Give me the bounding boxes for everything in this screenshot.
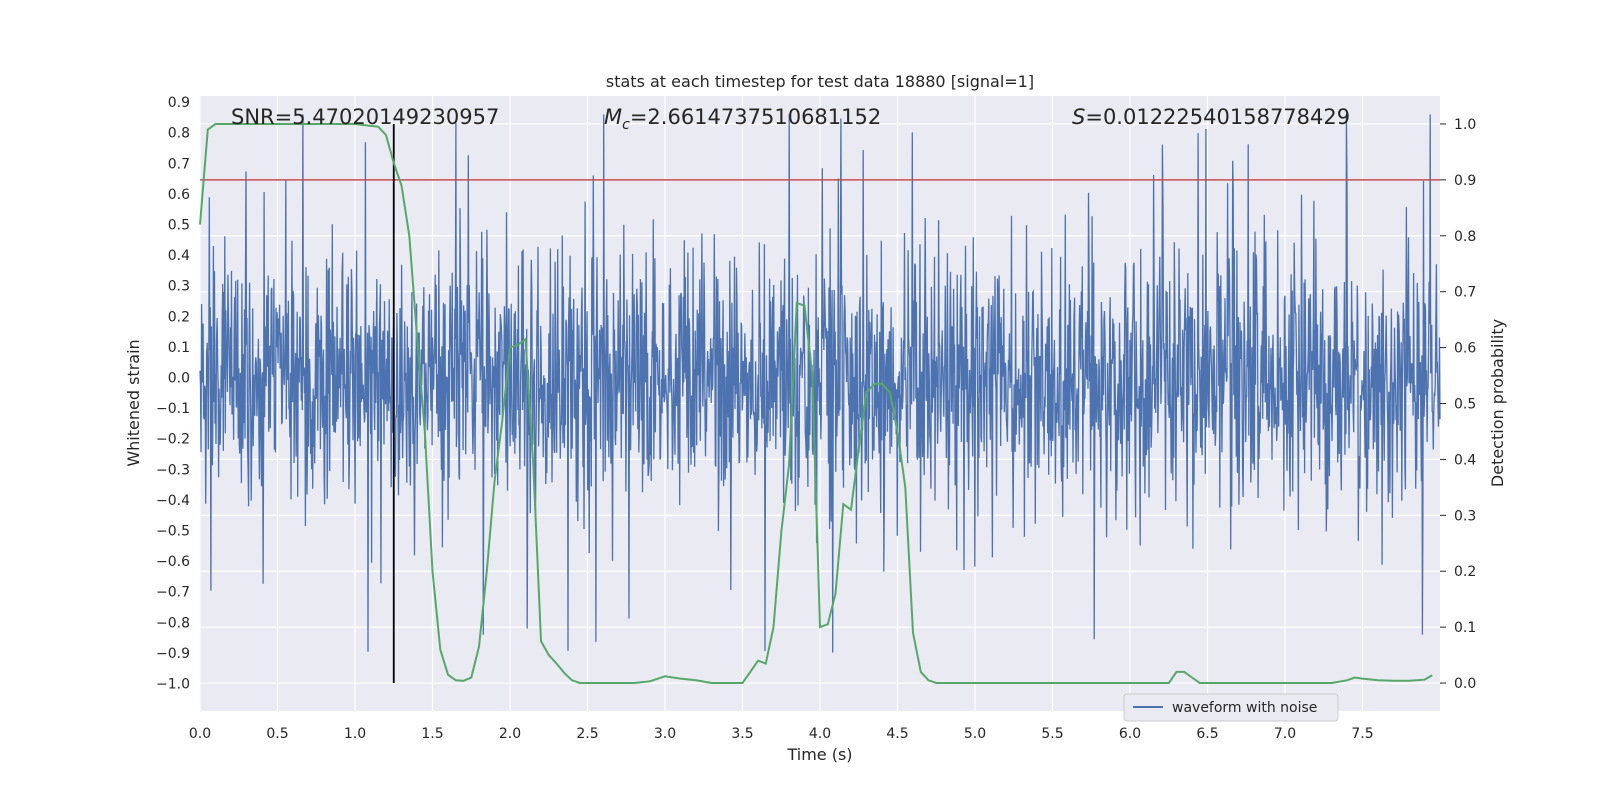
- x-tick-label: 1.5: [421, 726, 443, 742]
- x-tick-label: 5.5: [1041, 726, 1063, 742]
- y2-tick-label: 0.0: [1454, 676, 1476, 692]
- x-tick-label: 3.5: [731, 726, 753, 742]
- y-axis-label: Whitened strain: [124, 339, 143, 466]
- y-tick-label: −0.2: [156, 432, 190, 448]
- probability-points: [199, 123, 1433, 684]
- y2-tick-label: 0.1: [1454, 620, 1476, 636]
- x-tick-label: 2.0: [499, 726, 521, 742]
- chart-title: stats at each timestep for test data 188…: [606, 72, 1034, 91]
- y-axis-ticks: 0.9 0.8 0.7 0.6 0.5 0.4 0.3 0.2 0.1 0.0 −0.1 −0.2 −0…: [156, 95, 190, 692]
- y2-axis-label: Detection probability: [1488, 319, 1507, 487]
- x-tick-label: 2.5: [576, 726, 598, 742]
- y2-tick-label: 0.6: [1454, 341, 1476, 357]
- x-tick-label: 6.0: [1119, 726, 1141, 742]
- y2-tick-label: 0.8: [1454, 229, 1476, 245]
- legend-box: [1123, 693, 1339, 722]
- y-tick-label: −0.5: [156, 523, 190, 539]
- y-tick-label: 0.2: [168, 309, 190, 325]
- y-tick-label: 0.0: [168, 370, 190, 386]
- x-tick-label: 7.5: [1351, 726, 1373, 742]
- y-tick-label: 0.8: [168, 126, 190, 142]
- y-tick-label: −0.7: [156, 585, 190, 601]
- y-tick-label: −0.6: [156, 554, 190, 570]
- x-axis-ticks: 0.0 0.5 1.0 1.5 2.0 2.5 3.0 3.5 4.0 4.5 5.0 5.5 6.0 6…: [189, 726, 1374, 742]
- x-axis-label: Time (s): [786, 745, 852, 764]
- y-tick-label: −0.4: [156, 493, 190, 509]
- y-tick-label: −0.9: [156, 646, 190, 662]
- y-tick-label: −1.0: [156, 676, 190, 692]
- chirp-mass-symbol: M: [604, 105, 622, 129]
- x-tick-label: 3.0: [654, 726, 676, 742]
- x-tick-label: 5.0: [964, 726, 986, 742]
- y-tick-label: 0.5: [168, 218, 190, 234]
- s-annotation: S=0.01222540158778429: [1072, 105, 1350, 129]
- y2-tick-label: 0.2: [1454, 564, 1476, 580]
- x-tick-label: 0.5: [266, 726, 288, 742]
- y2-tick-label: 0.7: [1454, 285, 1476, 301]
- legend-label: waveform with noise: [1172, 700, 1317, 716]
- y2-axis-ticks: 0.0 0.1 0.2 0.3 0.4 0.5 0.6 0.7 0.8 0.9 1.0: [1440, 117, 1476, 692]
- snr-annotation: SNR=5.47020149230957: [231, 105, 499, 129]
- s-symbol: S: [1072, 105, 1085, 129]
- y2-tick-label: 0.4: [1454, 452, 1476, 468]
- y-tick-label: 0.9: [168, 95, 190, 111]
- y-tick-label: 0.6: [168, 187, 190, 203]
- y-tick-label: 0.7: [168, 156, 190, 172]
- y2-tick-label: 0.9: [1454, 173, 1476, 189]
- y2-tick-label: 1.0: [1454, 117, 1476, 133]
- x-tick-label: 4.0: [809, 726, 831, 742]
- x-tick-label: 7.0: [1274, 726, 1296, 742]
- chirp-mass-annotation: Mc=2.6614737510681152: [604, 105, 881, 133]
- y-tick-label: 0.4: [168, 248, 190, 264]
- y2-tick-label: 0.3: [1454, 508, 1476, 524]
- y-tick-label: −0.1: [156, 401, 190, 417]
- y-tick-label: 0.3: [168, 279, 190, 295]
- x-tick-label: 4.5: [886, 726, 908, 742]
- strain-series-line: [199, 114, 1441, 653]
- x-tick-label: 0.0: [189, 726, 211, 742]
- strain-series: [199, 114, 1441, 653]
- y2-tick-label: 0.5: [1454, 397, 1476, 413]
- chirp-mass-value: =2.6614737510681152: [630, 105, 881, 129]
- y-tick-label: −0.3: [156, 462, 190, 478]
- legend: waveform with noise: [1123, 693, 1339, 722]
- s-value: =0.01222540158778429: [1085, 105, 1350, 129]
- x-tick-label: 1.0: [344, 726, 366, 742]
- y-tick-label: 0.1: [168, 340, 190, 356]
- probability-series-line: [199, 123, 1433, 684]
- y-tick-label: −0.8: [156, 615, 190, 631]
- chirp-mass-subscript: c: [622, 117, 630, 133]
- x-tick-label: 6.5: [1196, 726, 1218, 742]
